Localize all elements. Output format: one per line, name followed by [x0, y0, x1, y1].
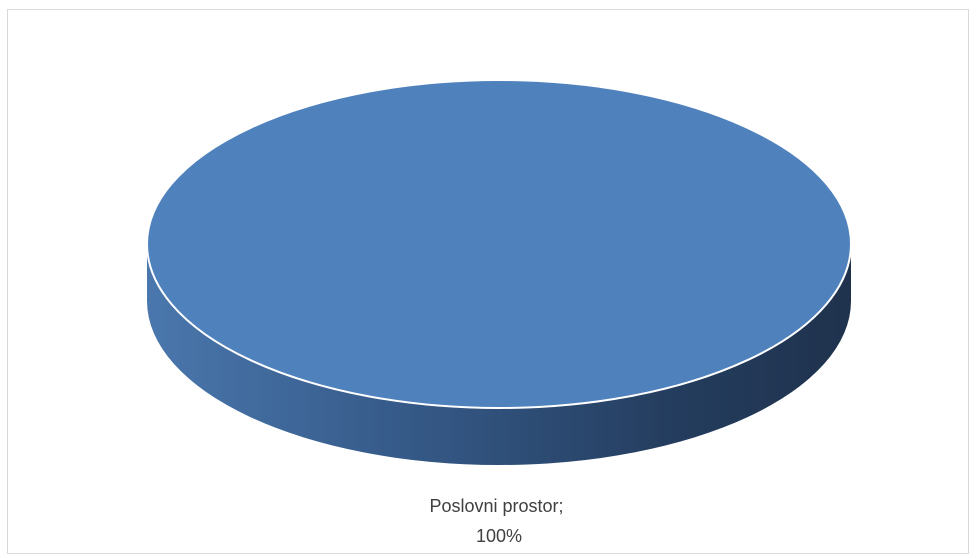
data-label-category: Poslovni prostor; — [429, 496, 563, 516]
pie-slice-poslovni-prostor — [146, 79, 852, 409]
data-label-poslovni-prostor: Poslovni prostor; 100% — [429, 496, 568, 546]
data-label-percent: 100% — [476, 526, 522, 546]
pie-slice-side — [147, 244, 851, 465]
